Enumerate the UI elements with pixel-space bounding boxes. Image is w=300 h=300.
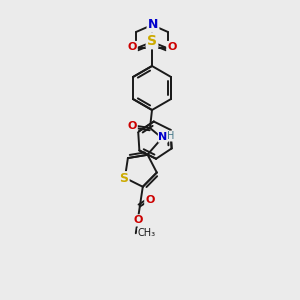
Text: O: O	[167, 42, 177, 52]
Text: O: O	[133, 215, 142, 225]
Text: S: S	[147, 34, 157, 48]
Text: N: N	[148, 19, 158, 32]
Text: S: S	[119, 172, 128, 185]
Text: O: O	[145, 195, 155, 205]
Text: O: O	[127, 42, 137, 52]
Text: H: H	[167, 131, 175, 141]
Text: CH₃: CH₃	[138, 228, 156, 238]
Text: N: N	[158, 132, 168, 142]
Text: O: O	[127, 121, 137, 131]
